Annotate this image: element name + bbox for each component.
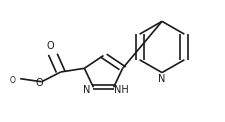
Text: N: N bbox=[83, 85, 91, 95]
Text: NH: NH bbox=[114, 85, 128, 95]
Text: O: O bbox=[36, 78, 43, 88]
Text: O: O bbox=[9, 76, 15, 85]
Text: O: O bbox=[47, 41, 54, 51]
Text: N: N bbox=[158, 74, 166, 84]
